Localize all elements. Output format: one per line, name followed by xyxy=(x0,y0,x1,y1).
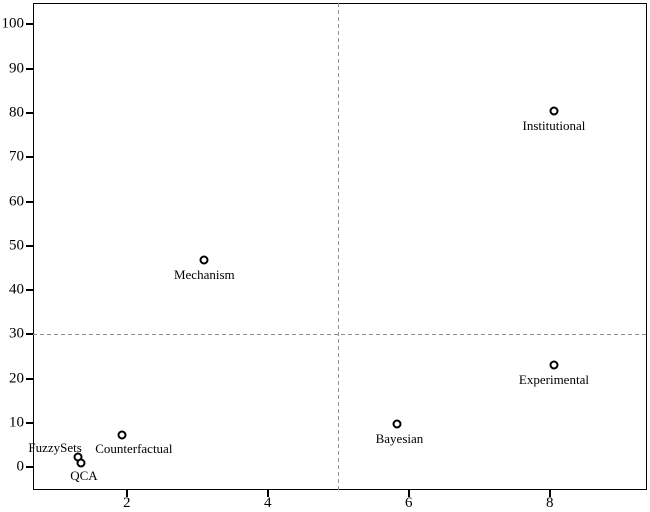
data-point-marker xyxy=(549,360,559,370)
y-axis-tick xyxy=(26,111,33,114)
y-axis-tick xyxy=(26,244,33,247)
y-axis-tick xyxy=(26,200,33,203)
y-axis-tick-label: 70 xyxy=(9,148,24,165)
data-point-marker xyxy=(117,430,127,440)
y-axis-tick-label: 90 xyxy=(9,60,24,77)
x-axis-tick xyxy=(548,490,551,497)
data-point-marker xyxy=(76,458,86,468)
y-axis-tick xyxy=(26,289,33,292)
y-axis-tick-label: 0 xyxy=(16,458,25,475)
x-axis-tick xyxy=(407,490,410,497)
x-axis-tick-label: 4 xyxy=(263,495,272,511)
y-axis-tick-label: 40 xyxy=(9,281,24,298)
y-axis-tick-label: 100 xyxy=(1,15,25,32)
y-axis-tick-label: 60 xyxy=(9,193,24,210)
y-axis-tick-label: 50 xyxy=(9,237,24,254)
y-axis-tick-label: 80 xyxy=(9,104,24,121)
data-point-label: Counterfactual xyxy=(95,441,173,457)
data-point-marker xyxy=(199,255,209,265)
y-axis-tick xyxy=(26,67,33,70)
y-axis-tick xyxy=(26,333,33,336)
x-axis-tick xyxy=(125,490,128,497)
data-point-label: Experimental xyxy=(518,372,589,388)
data-point-marker xyxy=(392,419,402,429)
y-axis-tick-label: 20 xyxy=(9,370,24,387)
y-axis-tick xyxy=(26,23,33,26)
x-axis-tick-label: 8 xyxy=(545,495,554,511)
horizontal-reference-line xyxy=(33,334,647,336)
x-axis-tick xyxy=(266,490,269,497)
y-axis-tick xyxy=(26,377,33,380)
data-point-label: QCA xyxy=(70,468,98,484)
data-point-marker xyxy=(549,106,559,116)
vertical-reference-line xyxy=(338,3,340,490)
y-axis-tick xyxy=(26,466,33,469)
data-point-label: Mechanism xyxy=(173,267,235,282)
data-point-label: FuzzySets xyxy=(28,439,82,455)
data-point-label: Bayesian xyxy=(375,430,424,446)
x-axis-tick-label: 6 xyxy=(404,495,413,511)
x-axis-tick-label: 2 xyxy=(123,495,131,511)
plot-area xyxy=(33,3,647,490)
y-axis-tick xyxy=(26,156,33,159)
y-axis-tick-label: 10 xyxy=(9,414,24,431)
y-axis-tick xyxy=(26,422,33,425)
y-axis-tick-label: 30 xyxy=(9,325,24,342)
data-point-label: Institutional xyxy=(522,117,586,133)
